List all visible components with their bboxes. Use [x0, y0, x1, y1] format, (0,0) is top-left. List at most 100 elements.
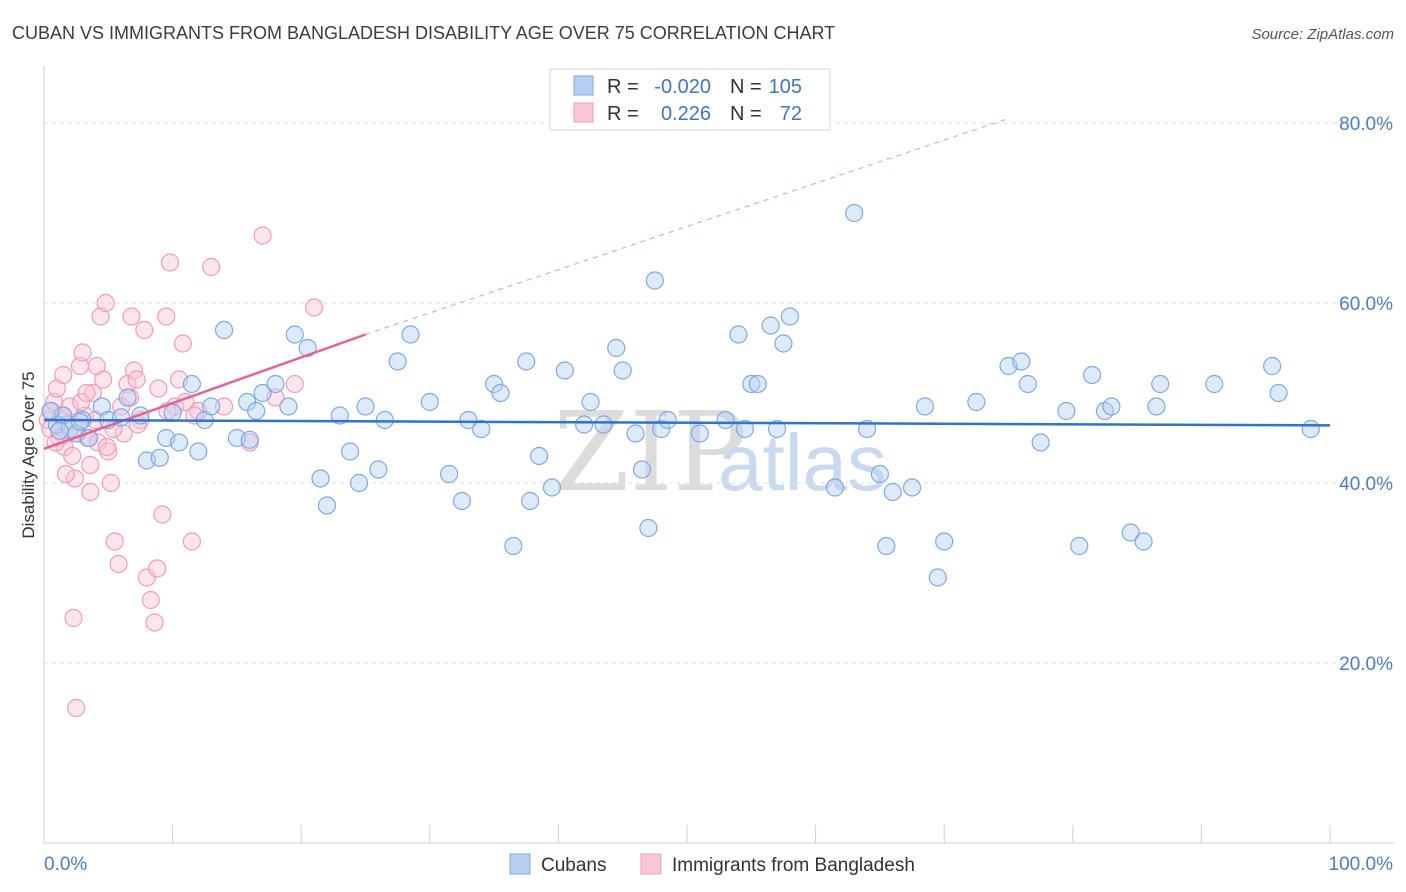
bottom-legend-swatch-bangladesh: [640, 853, 662, 875]
bangladesh-point: [141, 590, 160, 610]
bangladesh-point: [54, 365, 73, 385]
legend-n-label-bangladesh: N =: [730, 103, 762, 125]
cubans-point: [472, 419, 491, 439]
cubans-point: [645, 271, 664, 290]
cubans-point: [594, 415, 613, 434]
cubans-point: [247, 401, 266, 421]
cubans-point: [555, 361, 574, 380]
cubans-point: [369, 460, 388, 479]
cubans-point: [253, 383, 272, 403]
bangladesh-point: [63, 446, 82, 466]
legend-r-label-cubans: R =: [607, 76, 639, 98]
cubans-point: [1012, 352, 1031, 371]
bangladesh-point: [81, 482, 100, 502]
bangladesh-point: [97, 437, 117, 457]
cubans-point: [70, 412, 90, 431]
cubans-point: [857, 419, 877, 439]
bottom-legend-swatch-cubans: [509, 853, 531, 875]
cubans-point: [542, 478, 562, 497]
cubans-point: [639, 518, 658, 538]
cubans-point: [1121, 523, 1140, 542]
cubans-point: [485, 374, 504, 394]
legend-swatch-bangladesh: [573, 102, 594, 123]
bangladesh-point: [67, 698, 86, 718]
bangladesh-trend-line: [43, 333, 366, 450]
cubans-point: [150, 448, 169, 467]
cubans-point: [748, 374, 767, 394]
bangladesh-point: [73, 343, 92, 362]
cubans-point: [928, 568, 947, 587]
top-legend-box: [549, 68, 831, 131]
bangladesh-point: [304, 298, 324, 317]
cubans-point: [652, 419, 671, 439]
bangladesh-point: [109, 554, 128, 574]
cubans-point: [1057, 401, 1076, 421]
cubans-point: [1082, 365, 1102, 385]
bangladesh-point: [56, 464, 75, 484]
cubans-point: [825, 478, 844, 497]
cubans-point: [202, 397, 221, 416]
cubans-point: [521, 491, 540, 511]
bangladesh-point: [202, 257, 221, 277]
legend-r-value-bangladesh: 0.226: [661, 103, 711, 125]
bottom-legend-label-cubans: Cubans: [541, 855, 607, 876]
bangladesh-point: [127, 370, 146, 389]
cubans-point: [902, 478, 922, 497]
cubans-point: [317, 496, 337, 515]
cubans-point: [1147, 397, 1166, 416]
series-bangladesh-points: [38, 226, 324, 718]
cubans-point: [729, 325, 748, 344]
axis-layer: 20.0% 40.0% 60.0% 80.0% 0.0% 100.0%: [43, 66, 1394, 875]
cubans-point: [375, 410, 394, 430]
bangladesh-point: [149, 379, 168, 398]
bangladesh-point: [135, 320, 154, 340]
bangladesh-point: [87, 356, 106, 376]
bangladesh-point: [253, 226, 272, 245]
cubans-trend-line: [43, 418, 1331, 427]
legend-r-value-cubans: -0.020: [654, 76, 711, 98]
cubans-point: [883, 482, 902, 502]
y-tick-label: 80.0%: [1339, 114, 1393, 135]
y-axis-label: Disability Age Over 75: [19, 371, 38, 538]
bangladesh-point: [65, 469, 84, 488]
cubans-point: [340, 442, 360, 461]
bangladesh-point: [145, 613, 164, 632]
cubans-point: [401, 325, 420, 344]
cubans-point: [356, 397, 375, 416]
bangladesh-point: [72, 392, 91, 412]
bottom-legend-label-bangladesh: Immigrants from Bangladesh: [672, 855, 915, 876]
cubans-point: [50, 421, 69, 440]
bangladesh-trend-extension: [365, 117, 1009, 336]
legend-r-label-bangladesh: R =: [607, 103, 639, 125]
cubans-point: [214, 320, 234, 340]
bangladesh-point: [60, 397, 79, 416]
legend-n-value-bangladesh: 72: [780, 103, 802, 125]
cubans-point: [266, 374, 285, 394]
cubans-point: [311, 469, 330, 488]
cubans-point: [735, 419, 754, 439]
cubans-point: [388, 352, 407, 371]
cubans-point: [575, 415, 594, 434]
cubans-point: [690, 424, 709, 443]
legend-n-label-cubans: N =: [730, 76, 762, 98]
bangladesh-point: [160, 253, 180, 272]
bangladesh-point: [91, 307, 110, 326]
bangladesh-point: [182, 532, 201, 551]
bangladesh-point: [173, 334, 192, 353]
bangladesh-point: [157, 307, 176, 326]
bottom-legend: Cubans Immigrants from Bangladesh: [509, 853, 915, 876]
cubans-point: [1151, 374, 1170, 394]
y-tick-label: 20.0%: [1339, 654, 1393, 675]
cubans-point: [632, 460, 652, 479]
cubans-point: [285, 325, 304, 344]
bangladesh-point: [77, 383, 96, 403]
bangladesh-point: [122, 307, 141, 326]
cubans-point: [607, 338, 626, 358]
cubans-point: [742, 374, 761, 394]
cubans-point: [182, 374, 201, 394]
cubans-point: [870, 464, 890, 484]
cubans-point: [613, 361, 632, 380]
cubans-point: [330, 406, 349, 425]
